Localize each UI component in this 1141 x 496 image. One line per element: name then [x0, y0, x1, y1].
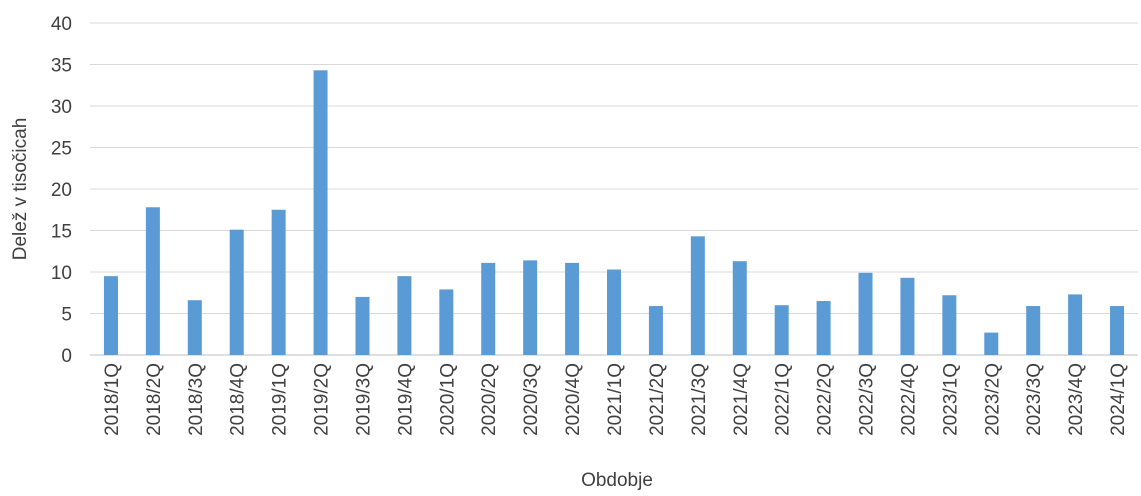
bar [397, 276, 412, 355]
x-tick-label: 2018/1Q [102, 363, 123, 436]
bar [1026, 306, 1041, 355]
x-tick-label: 2020/3Q [521, 363, 542, 436]
x-tick-labels: 2018/1Q 2018/2Q 2018/3Q 2018/4Q 2019/1Q 2019/… [102, 363, 1129, 436]
y-tick-label: 30 [51, 97, 72, 118]
x-tick-label: 2023/2Q [982, 363, 1003, 436]
x-tick-label: 2018/2Q [144, 363, 165, 436]
bar [565, 262, 580, 355]
x-tick-label: 2023/3Q [1024, 363, 1045, 436]
x-tick-label: 2024/1Q [1108, 363, 1129, 436]
y-axis-label: Delež v tisočicah [10, 118, 31, 261]
x-tick-label: 2021/3Q [689, 363, 710, 436]
gridlines [90, 22, 1138, 356]
bar [145, 207, 160, 355]
bar [439, 289, 454, 355]
bar [774, 305, 789, 355]
y-tick-label: 10 [51, 263, 72, 284]
y-tick-labels: 0 5 10 15 20 25 30 35 40 [51, 14, 72, 367]
bar [732, 261, 747, 355]
bar [648, 306, 663, 355]
bar [858, 272, 873, 355]
x-tick-label: 2020/2Q [479, 363, 500, 436]
bar [229, 229, 244, 355]
bar [481, 262, 496, 355]
x-tick-label: 2021/4Q [731, 363, 752, 436]
x-tick-label: 2019/1Q [270, 363, 291, 436]
y-tick-label: 35 [51, 56, 72, 77]
bar [900, 277, 915, 355]
bar [607, 269, 621, 355]
x-tick-label: 2019/2Q [312, 363, 333, 436]
x-tick-label: 2022/1Q [773, 363, 794, 436]
y-tick-label: 0 [61, 346, 72, 367]
bar [1110, 306, 1125, 355]
y-tick-label: 20 [51, 180, 72, 201]
bars [103, 70, 1125, 355]
x-tick-label: 2022/3Q [857, 363, 878, 436]
bar [103, 276, 118, 355]
x-tick-label: 2023/4Q [1066, 363, 1087, 436]
x-tick-label: 2020/1Q [437, 363, 458, 436]
x-tick-label: 2019/3Q [353, 363, 374, 436]
y-tick-label: 5 [61, 305, 72, 326]
bar [523, 260, 538, 355]
x-tick-label: 2022/4Q [898, 363, 919, 436]
x-tick-label: 2018/4Q [228, 363, 249, 436]
bar [313, 70, 328, 355]
x-axis-label: Obdobje [581, 470, 653, 491]
bar [355, 296, 370, 355]
bar [984, 332, 999, 355]
bar [1068, 294, 1083, 355]
x-tick-label: 2023/1Q [940, 363, 961, 436]
bar [187, 300, 202, 355]
x-tick-label: 2021/1Q [605, 363, 626, 436]
bar [816, 301, 831, 355]
bar [942, 295, 957, 355]
x-tick-label: 2021/2Q [647, 363, 668, 436]
bar [271, 209, 286, 355]
y-tick-label: 25 [51, 139, 72, 160]
x-tick-label: 2022/2Q [815, 363, 836, 436]
y-tick-label: 15 [51, 222, 72, 243]
y-tick-label: 40 [51, 14, 72, 35]
x-tick-label: 2020/4Q [563, 363, 584, 436]
x-tick-label: 2019/4Q [395, 363, 416, 436]
bar [690, 236, 705, 355]
x-tick-label: 2018/3Q [186, 363, 207, 436]
